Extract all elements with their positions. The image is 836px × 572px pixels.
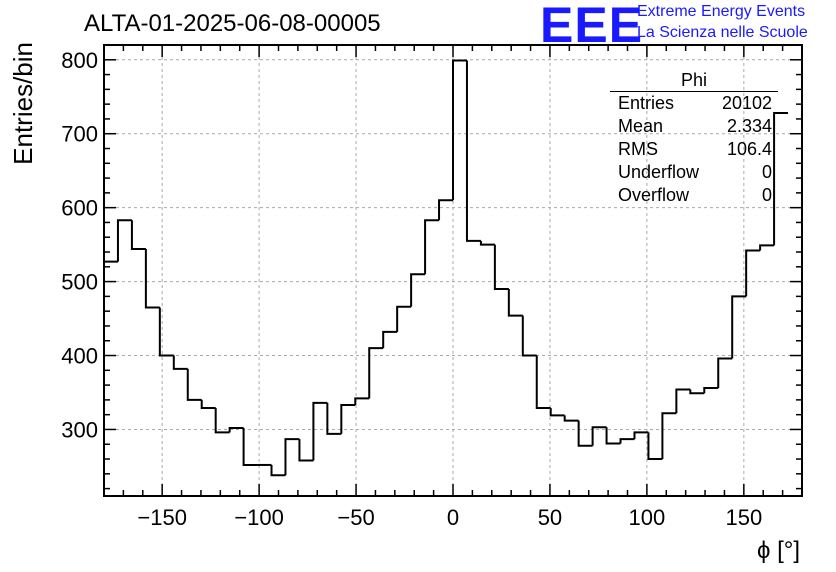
histogram-bin [326, 402, 342, 435]
y-tick-label: 600 [61, 196, 98, 221]
histogram-bin [424, 219, 440, 275]
histogram-bin [661, 412, 677, 460]
histogram-bin [479, 240, 495, 246]
histogram-bin [731, 295, 747, 359]
brand-line-1: Extreme Energy Events [637, 3, 806, 20]
histogram-bin [773, 112, 789, 246]
x-tick-label: 50 [538, 505, 562, 530]
histogram-bin [591, 426, 607, 446]
histogram-bin [158, 307, 174, 357]
histogram-bin [493, 244, 509, 290]
histogram-bin [116, 219, 132, 262]
stats-value: 2.334 [726, 116, 772, 136]
y-tick-label: 800 [61, 48, 98, 73]
y-tick-label: 500 [61, 270, 98, 295]
stats-label: RMS [618, 139, 658, 159]
histogram-bin [605, 427, 621, 445]
stats-row-entries: Entries 20102 [610, 92, 778, 115]
x-axis-label: ϕ [°] [757, 537, 800, 564]
histogram-bin [312, 401, 328, 461]
stats-box: Phi Entries 20102 Mean 2.334 RMS 106.4 U… [610, 70, 778, 207]
stats-label: Entries [618, 93, 675, 113]
histogram-bin [633, 431, 649, 440]
stats-label: Underflow [618, 162, 700, 182]
x-tick-label: −100 [234, 505, 284, 530]
histogram-bin [354, 397, 370, 406]
stats-value: 20102 [721, 93, 772, 113]
histogram-bin [647, 432, 663, 461]
histogram-bin [130, 220, 146, 251]
x-tick-label: −150 [137, 505, 187, 530]
stats-title: Phi [610, 70, 778, 92]
histogram-bin [619, 438, 635, 444]
histogram-bin [382, 330, 398, 349]
chart-title: ALTA-01-2025-06-08-00005 [84, 10, 381, 37]
stats-row-mean: Mean 2.334 [610, 115, 778, 138]
histogram-bin [242, 427, 258, 466]
histogram-bin [689, 389, 705, 395]
stats-row-underflow: Underflow 0 [610, 161, 778, 184]
histogram-bin [228, 426, 244, 433]
histogram-bin [563, 415, 579, 422]
histogram-bin [535, 355, 551, 410]
histogram-bin [675, 388, 691, 414]
histogram-bin [549, 408, 565, 417]
histogram-bin [745, 249, 761, 297]
histogram-bin [759, 244, 775, 251]
y-tick-label: 700 [61, 122, 98, 147]
histogram-bin [410, 273, 426, 307]
stats-label: Mean [618, 116, 664, 136]
y-tick-label: 400 [61, 344, 98, 369]
histogram-bin [507, 288, 523, 317]
histogram-bin [703, 387, 719, 394]
stats-value: 106.4 [726, 139, 772, 159]
histogram-bin [438, 199, 453, 221]
y-tick-label: 300 [61, 417, 98, 442]
histogram-bin [270, 464, 286, 477]
stats-value: 0 [761, 162, 772, 182]
stats-row-rms: RMS 106.4 [610, 138, 778, 161]
histogram-bin [465, 60, 481, 242]
histogram-bin [298, 439, 314, 462]
histogram-bin [521, 315, 537, 357]
histogram-bin [368, 347, 384, 399]
brand-line-2: La Scienza nelle Scuole [637, 24, 808, 41]
histogram-bin [214, 408, 230, 434]
histogram-bin [172, 355, 188, 370]
stats-value: 0 [761, 185, 772, 205]
histogram-bin [396, 305, 412, 332]
histogram-bin [452, 59, 467, 201]
x-tick-label: 100 [629, 505, 666, 530]
histogram-bin [186, 368, 202, 401]
histogram-bin [284, 438, 300, 476]
histogram-bin [577, 420, 593, 447]
eee-logo: EEE [540, 0, 644, 53]
x-tick-label: −50 [337, 505, 374, 530]
x-tick-label: 0 [447, 505, 459, 530]
y-axis-label: Entries/bin [8, 42, 38, 165]
stats-label: Overflow [618, 185, 690, 205]
histogram-bin [144, 249, 160, 309]
histogram-bin [340, 404, 356, 434]
stats-row-overflow: Overflow 0 [610, 184, 778, 207]
x-tick-label: 150 [725, 505, 762, 530]
histogram-bin [717, 357, 733, 389]
histogram-bin [200, 399, 216, 410]
